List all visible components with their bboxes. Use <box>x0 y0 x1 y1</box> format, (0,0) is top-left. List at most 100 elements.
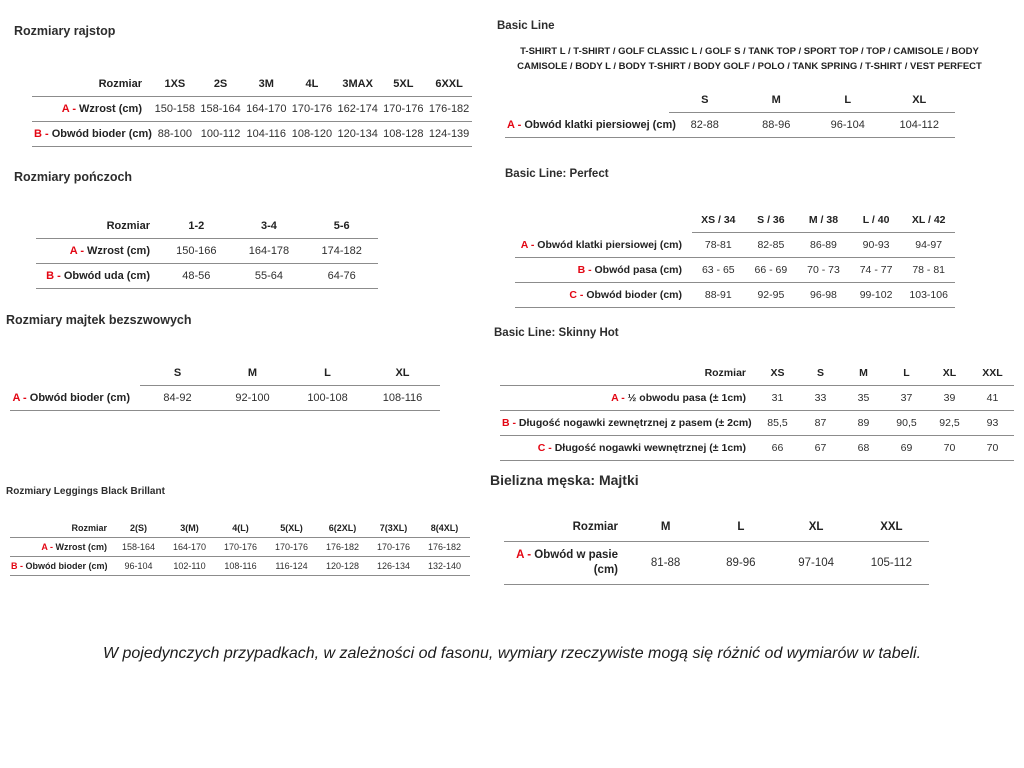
size-value-cell: 158-164 <box>197 96 244 122</box>
dimension-letter: A - <box>12 391 30 404</box>
size-value-cell: 66 - 69 <box>744 257 798 283</box>
row-label: B - Długość nogawki zewnętrznej z pasem … <box>500 410 756 436</box>
size-value-cell: 96-104 <box>113 556 164 576</box>
table-row: C - Długość nogawki wewnętrznej (± 1cm) 6… <box>500 435 1014 461</box>
size-value-cell: 48-56 <box>160 263 233 289</box>
row-label-text: Obwód pasa (cm) <box>594 264 682 276</box>
row-label-text: Obwód klatki piersiowej (cm) <box>524 119 676 132</box>
row-label: B - Obwód bioder (cm) <box>10 556 113 576</box>
column-header: 2S <box>197 72 244 97</box>
section-title-majtki-bezszwowe: Rozmiary majtek bezszwowych <box>6 313 192 327</box>
section-basic-line: Basic Line T-SHIRT L / T-SHIRT / GOLF CL… <box>497 20 1015 139</box>
size-value-cell: 176-182 <box>426 96 472 122</box>
column-header: 3MAX <box>334 72 381 97</box>
column-header: 2(S) <box>113 519 164 538</box>
table-row: A - Obwód w pasie (cm) 81-88 89-96 97-104 10… <box>504 541 929 585</box>
dimension-letter: C - <box>569 289 587 301</box>
size-value-cell: 120-134 <box>334 121 381 147</box>
column-header: M <box>842 361 885 386</box>
size-value-cell: 170-176 <box>368 537 419 557</box>
row-label: A - Wzrost (cm) <box>10 537 113 557</box>
section-title-ponczochy: Rozmiary pończoch <box>14 170 133 184</box>
table-row: B - Długość nogawki zewnętrznej z pasem … <box>500 410 1014 436</box>
size-value-cell: 90-93 <box>849 232 903 258</box>
table-row: A - Wzrost (cm) 150-158 158-164 164-170 170-… <box>32 96 472 122</box>
size-value-cell: 132-140 <box>419 556 470 576</box>
row-label-text: Długość nogawki zewnętrznej z pasem (± 2… <box>518 417 752 429</box>
table-header-row: Rozmiar M L XL XXL <box>504 514 929 542</box>
column-header: Rozmiar <box>36 214 160 239</box>
footnote: W pojedynczych przypadkach, w zależności… <box>102 645 922 662</box>
column-header: M <box>215 361 290 386</box>
size-value-cell: 99-102 <box>849 282 903 308</box>
table-header-row: S M L XL <box>10 361 440 386</box>
size-value-cell: 108-116 <box>365 385 440 411</box>
size-value-cell: 164-170 <box>243 96 290 122</box>
skinny-hot-size-table: Rozmiar XS S M L XL XXL A - ½ obwodu pasa (± 1c… <box>500 361 1014 461</box>
column-header: 6XXL <box>426 72 472 97</box>
size-value-cell: 64-76 <box>305 263 378 289</box>
table-row: C - Obwód bioder (cm) 88-91 92-95 96-98 99-1… <box>515 282 955 308</box>
size-value-cell: 108-116 <box>215 556 266 576</box>
row-label-text: Obwód bioder (cm) <box>25 561 108 571</box>
size-value-cell: 158-164 <box>113 537 164 557</box>
row-label-text: Obwód klatki piersiowej (cm) <box>537 238 682 251</box>
column-header: XL / 42 <box>902 208 955 233</box>
section-leggings: Rozmiary Leggings Black Brillant Rozmiar… <box>6 486 470 576</box>
table-row: A - ½ obwodu pasa (± 1cm) 31 33 35 37 39 41 <box>500 385 1014 411</box>
column-header: M / 38 <box>797 208 850 233</box>
row-label-text: Wzrost (cm) <box>55 542 108 552</box>
section-ponczochy: Rozmiary pończoch Rozmiar 1-2 3-4 5-6 A - Wz… <box>14 170 378 289</box>
basic-line-product-list: T-SHIRT L / T-SHIRT / GOLF CLASSIC L / G… <box>517 46 982 72</box>
column-header: M <box>628 514 704 542</box>
size-value-cell: 92,5 <box>928 410 971 436</box>
row-label: B - Obwód bioder (cm) <box>32 121 152 147</box>
section-title-basic-line-skinny-hot: Basic Line: Skinny Hot <box>494 327 619 339</box>
size-value-cell: 126-134 <box>368 556 419 576</box>
size-value-cell: 87 <box>799 410 842 436</box>
row-label-text: Obwód bioder (cm) <box>586 289 682 301</box>
size-value-cell: 97-104 <box>778 541 854 585</box>
table-row: A - Obwód klatki piersiowej (cm) 78-81 82-… <box>515 232 955 258</box>
column-header: Rozmiar <box>32 72 152 97</box>
section-title-basic-line-perfect: Basic Line: Perfect <box>505 168 609 180</box>
column-header: L <box>885 361 928 386</box>
size-value-cell: 94-97 <box>902 232 955 258</box>
table-header-row: Rozmiar XS S M L XL XXL <box>500 361 1014 386</box>
row-label-text: Obwód bioder (cm) <box>29 391 130 404</box>
column-header: L / 40 <box>849 208 903 233</box>
basic-line-size-table: S M L XL A - Obwód klatki piersiowej (cm) 82-… <box>505 88 955 139</box>
size-value-cell: 90,5 <box>885 410 928 436</box>
row-label: A - Obwód bioder (cm) <box>10 385 140 411</box>
bielizna-meska-size-table: Rozmiar M L XL XXL A - Obwód w pasie (cm) 81-8… <box>504 514 929 585</box>
row-label: C - Długość nogawki wewnętrznej (± 1cm) <box>500 435 756 461</box>
row-label: C - Obwód bioder (cm) <box>515 282 692 308</box>
size-value-cell: 92-100 <box>215 385 290 411</box>
column-header: Rozmiar <box>10 519 113 538</box>
size-value-cell: 104-112 <box>883 112 955 139</box>
dimension-letter: A - <box>61 103 80 115</box>
column-header: 6(2XL) <box>317 519 368 538</box>
row-label-text: ½ obwodu pasa (± 1cm) <box>627 392 746 404</box>
size-value-cell: 170-176 <box>380 96 427 122</box>
size-value-cell: 41 <box>971 385 1014 411</box>
row-label-text: Długość nogawki wewnętrznej (± 1cm) <box>554 442 746 454</box>
column-header: XL <box>883 88 955 114</box>
size-value-cell: 63 - 65 <box>692 257 745 283</box>
size-value-cell: 108-120 <box>289 121 335 147</box>
size-value-cell: 81-88 <box>628 541 704 585</box>
size-value-cell: 89-96 <box>703 541 779 585</box>
dimension-letter: C - <box>537 442 555 454</box>
size-value-cell: 82-85 <box>744 232 798 258</box>
size-value-cell: 96-104 <box>812 112 884 139</box>
size-value-cell: 164-170 <box>164 537 215 557</box>
dimension-letter: A - <box>507 119 525 132</box>
column-header: XS / 34 <box>692 208 745 233</box>
size-value-cell: 86-89 <box>797 232 850 258</box>
column-header: L <box>812 88 884 114</box>
size-value-cell: 100-108 <box>290 385 365 411</box>
size-value-cell: 78 - 81 <box>902 257 955 283</box>
size-value-cell: 150-158 <box>152 96 198 122</box>
row-label: A - Obwód klatki piersiowej (cm) <box>505 112 676 139</box>
size-value-cell: 104-116 <box>243 121 290 147</box>
